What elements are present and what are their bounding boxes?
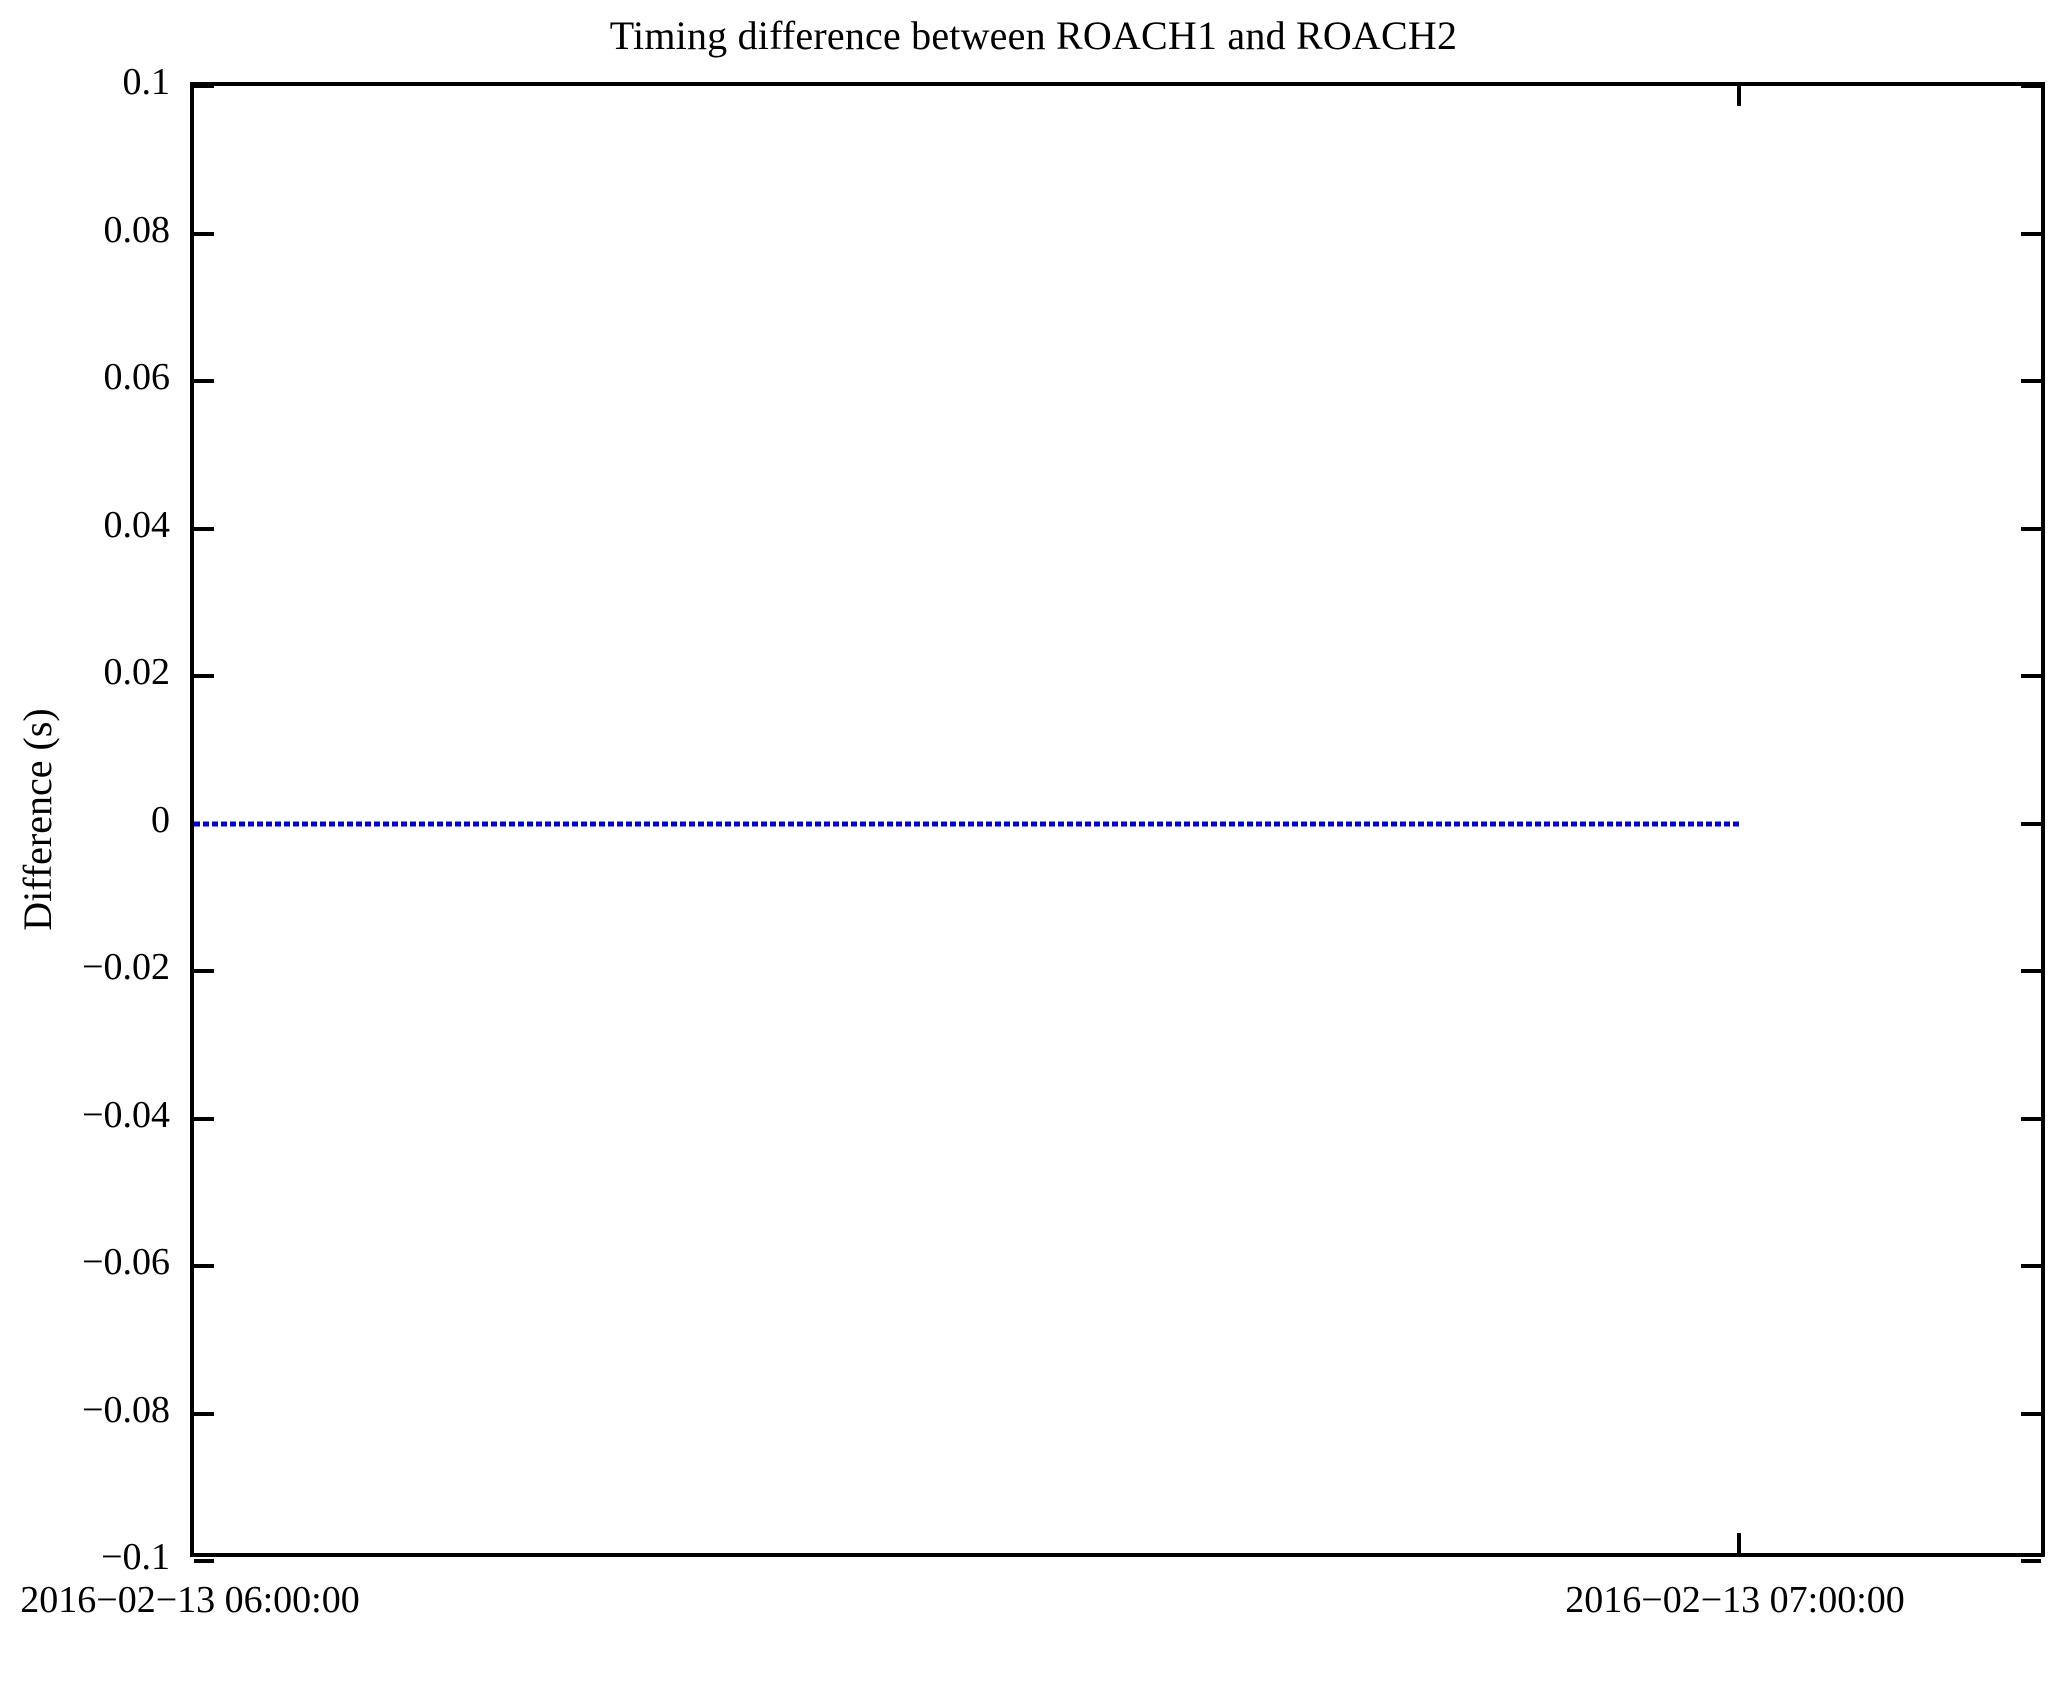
x-tick-label-group: 2016−02−13 06:00:00 2016−02−13 07:00:00 <box>0 1578 2067 1638</box>
y-tick-mark <box>194 1559 214 1563</box>
y-tick-label: −0.04 <box>82 1093 170 1136</box>
y-tick-label: 0.04 <box>103 503 171 546</box>
y-tick-label: 0.1 <box>122 61 171 103</box>
y-tick-label: 0 <box>151 798 170 841</box>
y-tick-label: −0.1 <box>101 1536 170 1578</box>
x-tick-mark <box>1737 1533 1742 1553</box>
chart-title: Timing difference between ROACH1 and ROA… <box>609 13 1458 58</box>
y-tick-mark <box>2021 1559 2041 1563</box>
y-tick-mark <box>2021 821 2041 826</box>
y-tick-label: 0.06 <box>103 356 171 398</box>
y-tick-mark <box>2021 379 2041 383</box>
y-tick-mark <box>194 379 214 383</box>
x-tick-label: 2016−02−13 07:00:00 <box>1565 1579 1905 1621</box>
y-tick-mark <box>194 969 214 973</box>
data-series-line <box>194 821 1740 826</box>
y-tick-mark <box>2021 1264 2041 1268</box>
y-tick-label: 0.08 <box>103 208 171 251</box>
y-tick-mark <box>2021 231 2041 236</box>
y-tick-mark <box>194 674 214 678</box>
y-tick-label: −0.02 <box>82 946 170 988</box>
y-tick-mark <box>194 1411 214 1416</box>
y-tick-mark <box>2021 84 2041 88</box>
y-tick-mark <box>194 231 214 236</box>
y-tick-mark <box>194 526 214 531</box>
plot-axes-frame <box>190 82 2045 1563</box>
y-tick-label-group: 0.1 0.08 0.06 0.04 0.02 0 −0.02 −0.04 −0.06 −0.08… <box>0 63 171 1576</box>
y-tick-label: −0.08 <box>82 1388 170 1431</box>
y-tick-label: 0.02 <box>103 651 171 693</box>
x-tick-mark <box>1737 86 1742 106</box>
y-tick-mark <box>2021 674 2041 678</box>
y-tick-label: −0.06 <box>82 1241 170 1283</box>
y-tick-mark <box>2021 1116 2041 1121</box>
x-tick-label: 2016−02−13 06:00:00 <box>20 1579 360 1621</box>
y-tick-mark <box>2021 526 2041 531</box>
y-tick-mark <box>194 1264 214 1268</box>
y-tick-mark <box>2021 1411 2041 1416</box>
y-tick-mark <box>194 1116 214 1121</box>
y-tick-mark <box>194 84 214 88</box>
y-tick-mark <box>2021 969 2041 973</box>
